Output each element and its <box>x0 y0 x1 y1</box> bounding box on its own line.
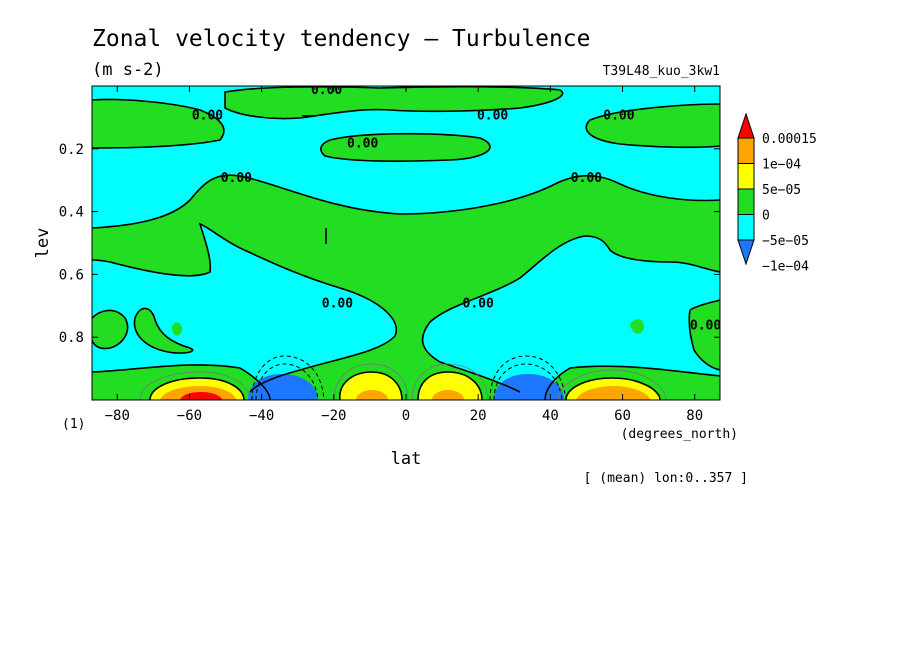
contour-label: 0.00 <box>192 108 223 123</box>
x-tick-label: 80 <box>686 408 703 424</box>
contour-label: 0.00 <box>322 297 353 312</box>
green-region-lower-left <box>92 310 128 349</box>
x-tick-label: −40 <box>249 408 274 424</box>
colorbar-label: 0 <box>762 209 770 224</box>
colorbar-label: 1e−04 <box>762 158 801 173</box>
x-axis-label: lat <box>391 449 422 469</box>
colorbar-segment <box>737 188 755 215</box>
contour-label: 0.00 <box>477 108 508 123</box>
x-unit-label: (degrees_north) <box>621 427 738 442</box>
contour-label: 0.00 <box>463 297 494 312</box>
run-label: T39L48_kuo_3kw1 <box>603 64 720 79</box>
footnote: [ (mean) lon:0..357 ] <box>584 471 748 486</box>
green-region-upper-left <box>92 99 224 148</box>
yellow-lobe-center-left <box>339 372 402 400</box>
colorbar-label: 5e−05 <box>762 183 801 198</box>
contour-labels: 0.00 0.00 0.00 0.00 0.00 0.00 0.00 0.00 0.00 0.00 <box>192 83 721 334</box>
y-axis-label: lev <box>33 228 53 259</box>
yellow-lobe-center-right <box>418 372 482 400</box>
colorbar-label: −1e−04 <box>762 260 809 275</box>
green-region-lower-left-2 <box>134 308 193 354</box>
green-region-lower-right <box>689 300 720 370</box>
y-axis: 0.2 0.4 0.6 0.8 <box>59 142 720 346</box>
x-tick-label: −80 <box>105 408 130 424</box>
x-tick-label: −20 <box>321 408 346 424</box>
green-region-upper-right <box>586 104 720 148</box>
y-tick-label: 0.6 <box>59 267 84 283</box>
green-region-lower-right-2 <box>630 319 644 334</box>
contour-label: 0.00 <box>603 108 634 123</box>
colorbar-segment <box>737 214 755 241</box>
x-tick-label: 60 <box>614 408 631 424</box>
y-unit-label: (1) <box>62 417 85 432</box>
contour-label: 0.00 <box>690 319 721 334</box>
green-region-lower-left-3 <box>172 322 182 336</box>
colorbar-label: −5e−05 <box>762 234 809 249</box>
colorbar-segment <box>737 163 755 190</box>
y-tick-label: 0.8 <box>59 330 84 346</box>
colorbar-label: 0.00015 <box>762 132 817 147</box>
colorbar-under-arrow <box>737 239 755 266</box>
x-tick-label: 40 <box>542 408 559 424</box>
y-tick-label: 0.4 <box>59 205 84 221</box>
contour-label: 0.00 <box>347 137 378 152</box>
contour-label: 0.00 <box>311 83 342 98</box>
colorbar-over-arrow <box>737 112 755 139</box>
x-tick-label: 0 <box>402 408 410 424</box>
green-region-center-small <box>320 133 490 162</box>
contour-label: 0.00 <box>571 171 602 186</box>
x-axis: −80 −60 −40 −20 0 20 40 60 80 <box>105 86 703 424</box>
green-region-top <box>225 86 563 119</box>
positive-contours <box>139 363 667 400</box>
green-region-main <box>92 175 720 400</box>
x-tick-label: −60 <box>177 408 202 424</box>
colorbar: 0.00015 1e−04 5e−05 0 −5e−05 −1e−04 <box>737 112 817 275</box>
blue-lobe-left <box>248 374 318 400</box>
y-tick-label: 0.2 <box>59 142 84 158</box>
contour-lines <box>92 86 720 400</box>
contour-label: 0.00 <box>221 171 252 186</box>
orange-lobe-right <box>576 386 650 400</box>
chart-units: (m s-2) <box>92 60 164 80</box>
x-tick-label: 20 <box>470 408 487 424</box>
orange-core-center-left <box>356 390 388 400</box>
negative-contours <box>251 355 567 400</box>
chart-title: Zonal velocity tendency — Turbulence <box>92 26 591 52</box>
colorbar-segment <box>737 137 755 164</box>
orange-core-center-right <box>432 390 464 400</box>
plot-area: 0.00 0.00 0.00 0.00 0.00 0.00 0.00 0.00 0.00 0.00 <box>92 83 721 400</box>
red-core-left <box>180 392 222 400</box>
